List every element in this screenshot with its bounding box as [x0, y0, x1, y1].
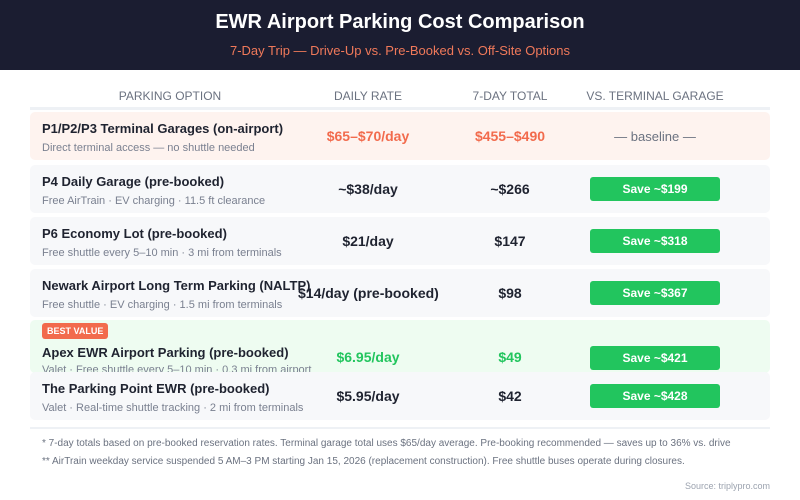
- total: $42: [498, 388, 522, 404]
- footnote: ** AirTrain weekday service suspended 5 …: [42, 456, 685, 467]
- option-name: The Parking Point EWR (pre-booked): [42, 381, 270, 396]
- total: ~$266: [490, 181, 530, 197]
- option-desc: Free AirTrain · EV charging · 11.5 ft cl…: [42, 195, 266, 207]
- col-header-total: 7-DAY TOTAL: [472, 89, 548, 103]
- option-name: P4 Daily Garage (pre-booked): [42, 174, 225, 189]
- option-name: P1/P2/P3 Terminal Garages (on-airport): [42, 121, 284, 136]
- table-row: P1/P2/P3 Terminal Garages (on-airport) D…: [30, 112, 770, 160]
- col-header-vs: VS. TERMINAL GARAGE: [586, 89, 724, 103]
- daily-rate: $14/day (pre-booked): [298, 285, 439, 301]
- table-row: P6 Economy Lot (pre-booked) Free shuttle…: [30, 217, 770, 265]
- daily-rate: $5.95/day: [336, 388, 400, 404]
- option-desc: Free shuttle · EV charging · 1.5 mi from…: [42, 299, 283, 311]
- table-row: P4 Daily Garage (pre-booked) Free AirTra…: [30, 165, 770, 213]
- daily-rate: $21/day: [342, 233, 394, 249]
- savings-button[interactable]: Save ~$199: [590, 177, 720, 201]
- col-header-daily-rate: DAILY RATE: [333, 89, 403, 103]
- savings-button[interactable]: Save ~$428: [590, 384, 720, 408]
- baseline-label: — baseline —: [614, 129, 696, 144]
- total: $98: [498, 285, 522, 301]
- table-row-best-value: BEST VALUE Apex EWR Airport Parking (pre…: [30, 320, 770, 376]
- option-desc: Direct terminal access — no shuttle need…: [42, 142, 255, 154]
- savings-button[interactable]: Save ~$367: [590, 281, 720, 305]
- option-desc: Valet · Real-time shuttle tracking · 2 m…: [42, 402, 304, 414]
- source-link[interactable]: Source: triplypro.com: [684, 481, 770, 491]
- header: EWR Airport Parking Cost Comparison 7-Da…: [0, 0, 800, 70]
- daily-rate: ~$38/day: [338, 181, 398, 197]
- page-subtitle: 7-Day Trip — Drive-Up vs. Pre-Booked vs.…: [229, 43, 571, 58]
- savings-button[interactable]: Save ~$421: [590, 346, 720, 370]
- option-name: Newark Airport Long Term Parking (NALTP): [42, 278, 311, 293]
- col-header-option: PARKING OPTION: [118, 89, 222, 103]
- table-row: The Parking Point EWR (pre-booked) Valet…: [30, 372, 770, 420]
- table-row: Newark Airport Long Term Parking (NALTP)…: [30, 269, 770, 317]
- divider: [30, 427, 770, 429]
- daily-rate: $65–$70/day: [326, 128, 410, 144]
- total: $147: [494, 233, 526, 249]
- option-name: P6 Economy Lot (pre-booked): [42, 226, 227, 241]
- footnote: * 7-day totals based on pre-booked reser…: [42, 438, 731, 449]
- best-value-badge: BEST VALUE: [42, 323, 109, 339]
- savings-button[interactable]: Save ~$318: [590, 229, 720, 253]
- daily-rate: $6.95/day: [336, 349, 400, 365]
- option-name: Apex EWR Airport Parking (pre-booked): [42, 345, 289, 360]
- total: $49: [498, 349, 522, 365]
- total: $455–$490: [474, 128, 546, 144]
- page-title: EWR Airport Parking Cost Comparison: [215, 11, 585, 33]
- option-desc: Free shuttle every 5–10 min · 3 mi from …: [42, 247, 282, 259]
- divider: [30, 107, 770, 110]
